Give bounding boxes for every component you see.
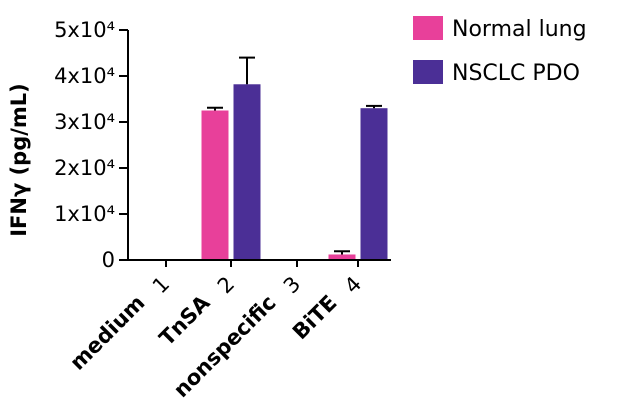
category-label: medium — [65, 291, 149, 375]
y-tick-label: 0 — [102, 248, 115, 272]
bar-normal-lung — [328, 254, 356, 260]
error-bars — [207, 56, 382, 255]
bar-nsclc-pdo — [360, 108, 388, 260]
legend-swatch — [413, 16, 443, 40]
y-tick-label: 1x10⁴ — [54, 202, 115, 226]
group-number: 1 — [148, 272, 174, 298]
legend-label: NSCLC PDO — [452, 61, 580, 86]
y-tick-label: 4x10⁴ — [54, 64, 115, 88]
category-label: TnSA — [155, 290, 215, 350]
group-number: 3 — [279, 272, 305, 298]
bars — [201, 84, 388, 260]
category-label: BiTE — [288, 291, 342, 345]
bar-nsclc-pdo — [233, 84, 261, 260]
legend-label: Normal lung — [452, 17, 587, 42]
group-number: 2 — [213, 272, 239, 298]
y-ticks: 0 1x10⁴ 2x10⁴ 3x10⁴ 4x10⁴ 5x10⁴ — [54, 18, 128, 272]
group-number: 4 — [340, 272, 366, 298]
y-tick-label: 3x10⁴ — [54, 110, 115, 134]
legend-swatch — [413, 60, 443, 84]
y-axis-label: IFNγ (pg/mL) — [7, 83, 31, 237]
legend: Normal lung NSCLC PDO — [413, 16, 587, 86]
bar-normal-lung — [201, 110, 229, 260]
y-tick-label: 2x10⁴ — [54, 156, 115, 180]
y-tick-label: 5x10⁴ — [54, 18, 115, 42]
